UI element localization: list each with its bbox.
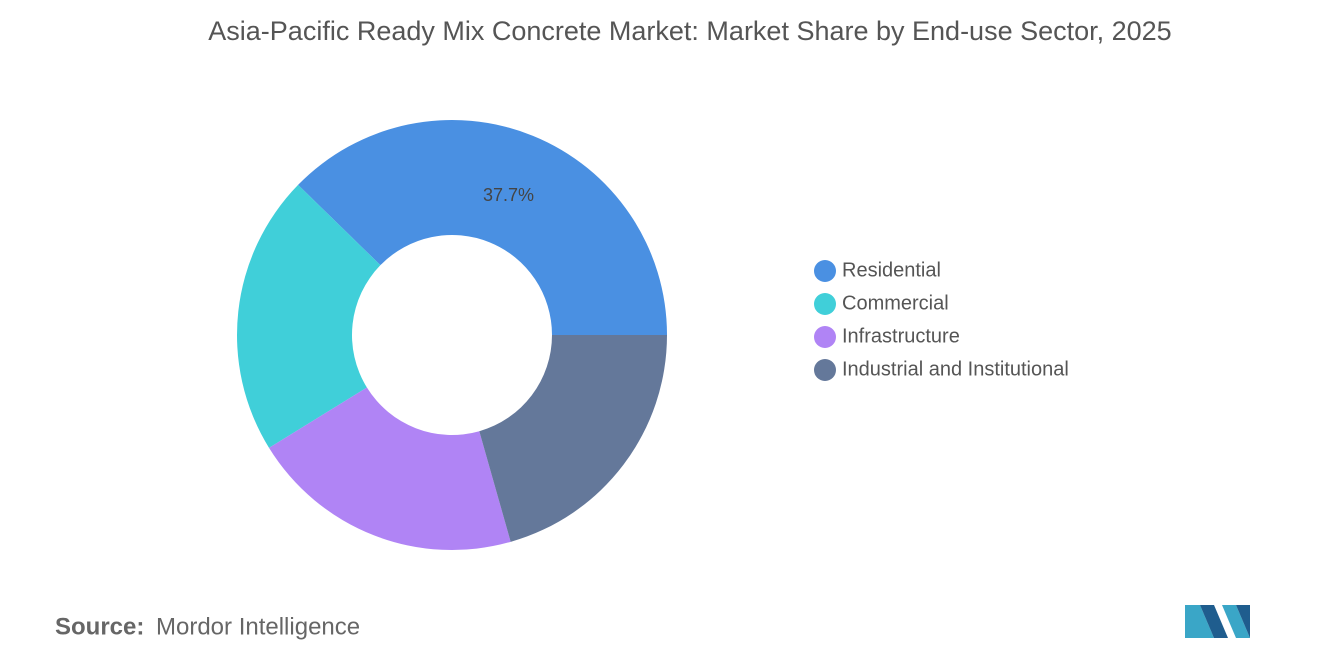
legend-label: Residential bbox=[842, 259, 941, 281]
logo bbox=[1185, 605, 1250, 638]
source: Mordor Intelligence bbox=[156, 613, 360, 640]
legend-marker bbox=[814, 326, 836, 348]
legend-marker bbox=[814, 260, 836, 282]
legend-label: Commercial bbox=[842, 292, 949, 314]
legend-label: Infrastructure bbox=[842, 325, 960, 347]
legend-marker bbox=[814, 293, 836, 315]
chart-title: Asia-Pacific Ready Mix Concrete Market: … bbox=[208, 16, 1171, 46]
chart-title-text: Asia-Pacific Ready Mix Concrete Market: … bbox=[208, 16, 1171, 46]
donut-slice bbox=[236, 184, 381, 448]
legend-marker bbox=[814, 359, 836, 381]
slice-label: 37.7% bbox=[483, 185, 534, 205]
source-label: Source: bbox=[55, 613, 144, 640]
donut-slice bbox=[479, 335, 667, 542]
donut-slice bbox=[269, 387, 511, 550]
donut-slice bbox=[298, 120, 667, 335]
legend-label: Industrial and Institutional bbox=[842, 358, 1069, 380]
